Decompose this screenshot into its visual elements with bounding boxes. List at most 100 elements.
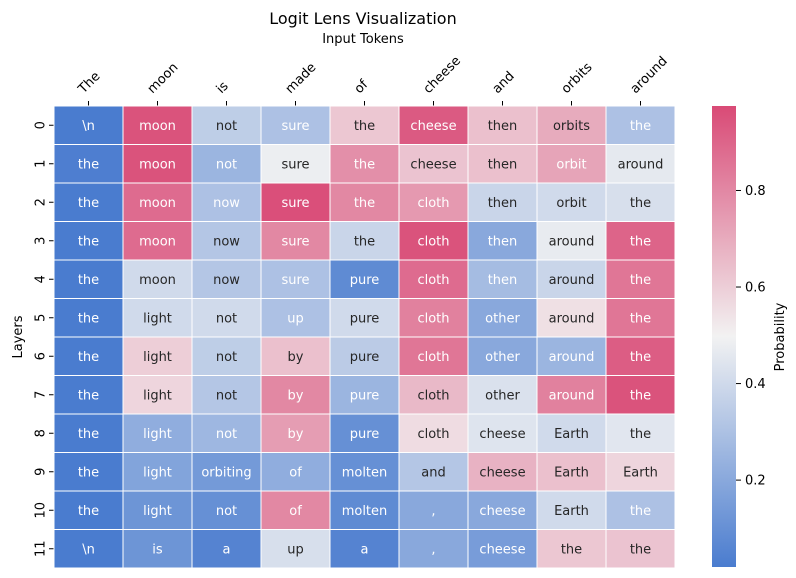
cell-label: the — [630, 388, 651, 403]
cell-label: the — [78, 388, 99, 403]
heatmap-cell — [329, 336, 400, 376]
cell-label: Earth — [554, 427, 589, 442]
x-tick-label: and — [490, 69, 518, 97]
cell-label: is — [152, 542, 163, 557]
colorbar-tick-labels: 0.2 0.4 0.6 0.8 — [736, 184, 766, 489]
cell-label: moon — [139, 157, 176, 172]
y-tick-label: 2 — [34, 198, 49, 206]
heatmap-cell — [605, 452, 676, 492]
cell-label: around — [549, 234, 595, 249]
heatmap-cell — [605, 375, 676, 415]
cell-label: the — [354, 119, 375, 134]
cell-label: light — [143, 350, 172, 365]
heatmap-cell — [467, 452, 538, 492]
heatmap-cell — [122, 182, 193, 222]
cell-label: the — [630, 311, 651, 326]
cell-label: up — [287, 542, 304, 557]
heatmap-cell — [467, 144, 538, 184]
heatmap-cell — [122, 221, 193, 261]
cell-label: the — [78, 157, 99, 172]
cell-label: a — [361, 542, 369, 557]
heatmap-cell — [260, 105, 331, 145]
heatmap-cell — [398, 529, 469, 569]
colorbar-tick-label: 0.6 — [745, 281, 766, 296]
cell-label: light — [143, 465, 172, 480]
x-tick-label: moon — [145, 60, 182, 97]
cell-label: cheese — [479, 427, 525, 442]
cell-label: other — [485, 388, 520, 403]
cell-label: moon — [139, 119, 176, 134]
cell-label: cloth — [417, 196, 449, 211]
cell-label: the — [78, 350, 99, 365]
cell-label: by — [288, 350, 304, 365]
heatmap-cell — [53, 529, 124, 569]
cell-label: a — [223, 542, 231, 557]
cell-label: sure — [281, 234, 309, 249]
colorbar-tick-label: 0.2 — [745, 474, 766, 489]
cell-label: pure — [350, 350, 380, 365]
cell-label: then — [488, 273, 518, 288]
heatmap-cell — [122, 529, 193, 569]
cell-label: cheese — [410, 157, 456, 172]
cell-label: the — [78, 311, 99, 326]
colorbar — [712, 106, 736, 567]
cell-label: then — [488, 119, 518, 134]
cell-label: other — [485, 311, 520, 326]
x-tick-label: made — [283, 60, 320, 97]
heatmap-cell — [122, 413, 193, 453]
x-tick-label: orbits — [559, 60, 596, 97]
cell-label: the — [78, 196, 99, 211]
chart-title: Logit Lens Visualization — [269, 9, 456, 28]
cell-label: moon — [139, 234, 176, 249]
cell-label: the — [630, 119, 651, 134]
heatmap-cell — [191, 490, 262, 530]
y-tick-label: 3 — [34, 237, 49, 245]
heatmap-cell — [467, 490, 538, 530]
cell-label: the — [630, 427, 651, 442]
cell-label: cloth — [417, 311, 449, 326]
heatmap-cell — [536, 452, 607, 492]
heatmap-cell — [260, 529, 331, 569]
heatmap-cell — [605, 144, 676, 184]
cell-label: now — [213, 273, 240, 288]
cell-label: cloth — [417, 350, 449, 365]
colorbar-tick-label: 0.4 — [745, 377, 766, 392]
heatmap-cell — [398, 375, 469, 415]
heatmap-cell — [260, 182, 331, 222]
cell-label: light — [143, 504, 172, 519]
cell-label: orbits — [553, 119, 590, 134]
x-tick-label: of — [352, 77, 372, 97]
cell-label: now — [213, 234, 240, 249]
cell-label: around — [549, 388, 595, 403]
heatmap-cell — [329, 105, 400, 145]
cell-label: around — [549, 311, 595, 326]
cell-label: not — [216, 504, 237, 519]
cell-label: Earth — [554, 504, 589, 519]
cell-label: not — [216, 388, 237, 403]
heatmap-cell — [398, 298, 469, 338]
cell-label: the — [630, 350, 651, 365]
heatmap-cell — [260, 144, 331, 184]
cell-label: not — [216, 350, 237, 365]
heatmap-cell — [329, 413, 400, 453]
heatmap-cell — [398, 182, 469, 222]
x-tick-label: cheese — [421, 54, 464, 97]
y-tick-labels: 0 1 2 3 4 5 6 7 8 9 10 11 — [34, 121, 54, 557]
heatmap-cell — [398, 452, 469, 492]
heatmap-cell — [467, 375, 538, 415]
cell-label: other — [485, 350, 520, 365]
heatmap-cell — [536, 144, 607, 184]
y-tick-label: 1 — [34, 160, 49, 168]
cell-label: the — [78, 427, 99, 442]
heatmap-cell — [605, 221, 676, 261]
heatmap-cell — [467, 413, 538, 453]
heatmap-cell — [260, 413, 331, 453]
cell-label: around — [549, 350, 595, 365]
heatmap-cell — [605, 490, 676, 530]
cell-label: pure — [350, 427, 380, 442]
cell-label: cheese — [479, 504, 525, 519]
cell-label: the — [78, 465, 99, 480]
y-tick-label: 6 — [34, 352, 49, 360]
cell-label: the — [630, 504, 651, 519]
y-tick-label: 0 — [34, 121, 49, 129]
